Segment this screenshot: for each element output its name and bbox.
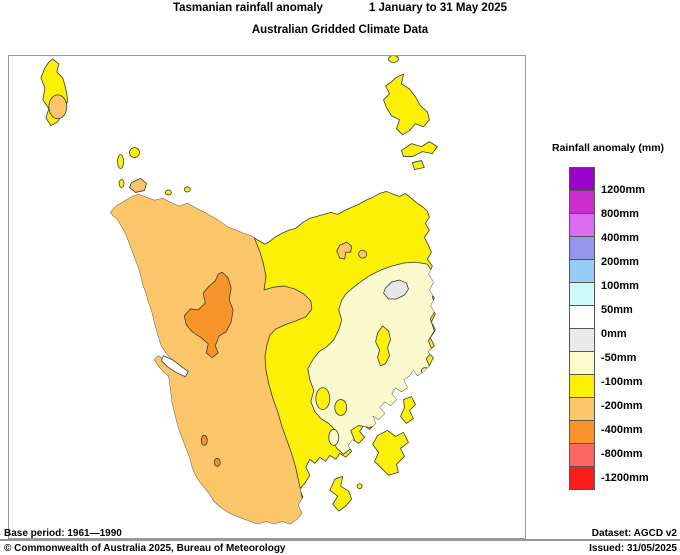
legend-label-0: 1200mm	[601, 184, 646, 196]
light-orange-patch-north	[336, 241, 353, 260]
yellow-pocket-south-2	[334, 399, 348, 416]
issued-text: Issued: 31/05/2025	[589, 543, 677, 554]
cream-pocket-southeast	[328, 429, 340, 446]
tasman-peninsula	[372, 430, 409, 476]
legend-box-10	[569, 397, 595, 421]
base-period-text: Base period: 1961—1990	[4, 528, 122, 539]
legend-box-13	[569, 466, 595, 490]
yellow-pocket-south-1	[315, 387, 331, 410]
legend-label-9: -200mm	[601, 400, 643, 412]
legend-label-12: -1200mm	[601, 472, 649, 484]
date-range: 1 January to 31 May 2025	[368, 2, 508, 14]
dataset-text: Dataset: AGCD v2	[591, 528, 677, 539]
light-orange-patch-north-oval	[358, 249, 368, 259]
header-line-1: Tasmanian rainfall anomaly 1 January to …	[0, 2, 680, 14]
cream-pocket-coast	[421, 367, 430, 375]
bruny-island	[329, 475, 353, 512]
hunter-island-1	[117, 154, 124, 169]
islet-southeast	[356, 483, 363, 490]
maria-island	[400, 396, 416, 424]
legend-label-5: 50mm	[601, 304, 633, 316]
legend-label-8: -100mm	[601, 376, 643, 388]
region-west-tasmania	[110, 191, 313, 525]
legend-box-4	[569, 259, 595, 283]
legend-box-7	[569, 328, 595, 352]
legend-title: Rainfall anomaly (mm)	[552, 142, 665, 154]
flinders-island	[383, 73, 430, 136]
region-northeast-gray-patch	[383, 279, 409, 300]
legend-label-2: 400mm	[601, 232, 639, 244]
hunter-island-2	[129, 147, 140, 158]
hunter-island-3	[118, 179, 125, 188]
copyright-text: © Commonwealth of Australia 2025, Bureau…	[4, 543, 286, 554]
macquarie-harbour-inlet	[161, 355, 189, 378]
robbins-island	[129, 178, 147, 193]
yellow-pocket-central	[375, 325, 391, 367]
legend-box-8	[569, 351, 595, 375]
tasmania-map	[40, 56, 438, 525]
legend-box-1	[569, 190, 595, 214]
legend-label-3: 200mm	[601, 256, 639, 268]
region-central-highlands-orange	[183, 271, 234, 359]
page-subtitle: Australian Gridded Climate Data	[251, 24, 429, 36]
legend-box-3	[569, 236, 595, 260]
legend-box-5	[569, 282, 595, 306]
legend-box-12	[569, 443, 595, 467]
orange-spot-southwest-2	[213, 457, 221, 467]
coastal-islet-2	[183, 186, 191, 193]
coastal-islet-1	[164, 189, 172, 196]
legend-box-6	[569, 305, 595, 329]
legend-box-11	[569, 420, 595, 444]
cape-barren-island	[401, 141, 438, 157]
legend-box-9	[569, 374, 595, 398]
legend-label-10: -400mm	[601, 424, 643, 436]
footer-divider	[0, 539, 680, 541]
legend-color-bar	[569, 167, 595, 490]
islet-north	[388, 56, 399, 63]
king-island-orange-patch	[48, 94, 68, 120]
clarke-island	[412, 160, 425, 170]
orange-spot-southwest-1	[200, 435, 208, 446]
legend-box-2	[569, 213, 595, 237]
map-frame	[8, 55, 526, 539]
legend-label-6: 0mm	[601, 328, 627, 340]
legend-box-0	[569, 167, 595, 191]
legend-label-1: 800mm	[601, 208, 639, 220]
page-title: Tasmanian rainfall anomaly	[172, 2, 323, 14]
legend-label-4: 100mm	[601, 280, 639, 292]
legend-label-11: -800mm	[601, 448, 643, 460]
legend-label-7: -50mm	[601, 352, 637, 364]
